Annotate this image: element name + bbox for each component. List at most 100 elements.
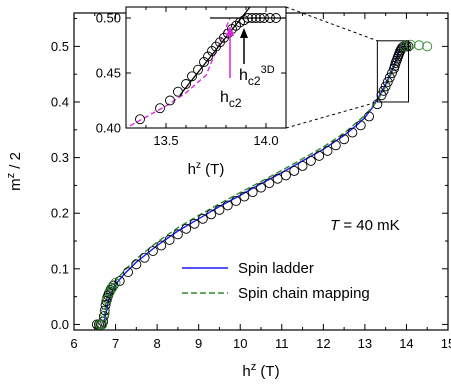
- point-data: [197, 213, 208, 224]
- x-tick-label: 6: [70, 336, 77, 351]
- inset-y-tick-label: 0.40: [96, 121, 121, 136]
- x-tick-label: 13: [358, 336, 372, 351]
- point-data: [189, 218, 200, 229]
- point-green-data: [422, 41, 433, 52]
- point-data: [347, 127, 358, 138]
- x-axis-label: hz (T): [242, 361, 279, 380]
- inset-point-data: [193, 64, 203, 75]
- inset-plot: 13.5 14.0 0.40 0.45 0.50 hc2 hc23D hz (T): [96, 6, 287, 178]
- point-green-data: [107, 282, 118, 293]
- point-green-data: [405, 39, 416, 50]
- point-data: [99, 305, 110, 316]
- point-data: [289, 165, 300, 176]
- point-data: [339, 134, 350, 145]
- point-data: [91, 319, 102, 330]
- inset-point-data: [243, 13, 253, 23]
- zoom-rectangle: [376, 40, 410, 103]
- hc2-3d-label: hc23D: [239, 64, 275, 88]
- inset-point-data: [155, 103, 165, 114]
- y-tick-label: 0.3: [51, 150, 69, 165]
- point-data: [100, 300, 111, 310]
- point-green-data: [94, 319, 105, 330]
- point-green-data: [97, 319, 108, 330]
- zoom-guides: [285, 6, 378, 129]
- x-tick-label: 14: [399, 336, 413, 351]
- inset-point-data: [173, 86, 183, 97]
- point-data: [256, 182, 266, 193]
- point-data: [181, 223, 192, 234]
- point-data: [272, 173, 283, 184]
- point-data: [330, 140, 341, 151]
- temperature-annotation: T = 40 mK: [330, 217, 400, 234]
- inset-background: [126, 7, 286, 128]
- inset-point-data: [251, 13, 261, 23]
- point-data: [364, 111, 374, 122]
- point-data: [322, 145, 333, 156]
- point-data: [172, 229, 183, 240]
- point-data: [222, 200, 233, 211]
- y-tick-label: 0.2: [51, 206, 69, 221]
- point-green-data: [99, 308, 110, 319]
- zoom-box: [376, 40, 410, 103]
- legend: Spin ladder Spin chain mapping: [182, 260, 370, 302]
- x-tick-label: 11: [275, 336, 289, 351]
- point-green-data: [110, 277, 121, 288]
- inset-x-axis-label: hz (T): [188, 160, 225, 178]
- inset-point-data: [181, 79, 191, 89]
- hc2-label: hc2: [220, 89, 242, 110]
- zoom-guide-bottom: [285, 101, 378, 129]
- point-green-data: [413, 40, 424, 51]
- point-data: [280, 170, 291, 181]
- point-data: [355, 120, 366, 131]
- inset-point-data: [247, 13, 257, 23]
- point-data: [380, 81, 391, 92]
- point-data: [156, 240, 167, 251]
- hc2-3d-arrow-head: [240, 28, 248, 38]
- point-data: [164, 234, 175, 245]
- inset-point-data: [135, 114, 145, 125]
- y-axis-label: mz / 2: [5, 152, 24, 191]
- inset-series-layer: [129, 6, 286, 127]
- point-data: [101, 296, 112, 307]
- point-data: [214, 204, 225, 215]
- zoom-guide-top: [285, 6, 378, 42]
- inset-point-data: [271, 13, 281, 23]
- x-tick-label: 10: [233, 336, 247, 351]
- point-data: [131, 259, 142, 270]
- hc2-arrow-head: [226, 26, 234, 36]
- inset-annotations: hc2 hc23D: [220, 26, 275, 110]
- point-data: [297, 160, 308, 171]
- point-data: [123, 267, 133, 278]
- point-data: [206, 209, 217, 220]
- main-plot: 6 7 8 9 10 11 12 13 14 15 0.0 0.1 0.2 0.3 0.4 0.5 hz (T…: [5, 12, 451, 380]
- main-axis-ticks: 6 7 8 9 10 11 12 13 14 15 0.0 0.1 0.2 0.3 0.4 0.5: [51, 13, 451, 351]
- y-tick-label: 0.4: [51, 94, 69, 109]
- y-tick-label: 0.1: [51, 261, 69, 276]
- x-tick-label: 9: [195, 336, 202, 351]
- y-tick-label: 0.0: [51, 317, 69, 332]
- point-data: [148, 246, 158, 256]
- point-data: [386, 68, 397, 79]
- inset-point-data: [265, 13, 275, 23]
- point-green-data: [102, 294, 113, 305]
- legend-label-spin-ladder: Spin ladder: [238, 260, 314, 277]
- x-tick-label: 15: [441, 336, 451, 351]
- x-tick-label: 12: [316, 336, 330, 351]
- inset-point-data: [255, 13, 265, 23]
- point-data: [239, 191, 250, 202]
- point-data: [401, 41, 412, 52]
- inset-x-tick-label: 14.0: [253, 133, 278, 148]
- inset-y-tick-label: 0.50: [96, 11, 121, 26]
- point-data: [231, 196, 242, 206]
- inset-axis-ticks: 13.5 14.0 0.40 0.45 0.50: [96, 7, 286, 148]
- point-data: [247, 187, 258, 198]
- x-tick-label: 8: [153, 336, 160, 351]
- inset-point-data: [187, 71, 197, 82]
- point-data: [378, 85, 389, 96]
- inset-point-data: [259, 13, 269, 23]
- point-data: [114, 276, 125, 287]
- x-tick-label: 7: [112, 336, 119, 351]
- y-tick-label: 0.5: [51, 39, 69, 54]
- inset-y-tick-label: 0.45: [96, 66, 121, 81]
